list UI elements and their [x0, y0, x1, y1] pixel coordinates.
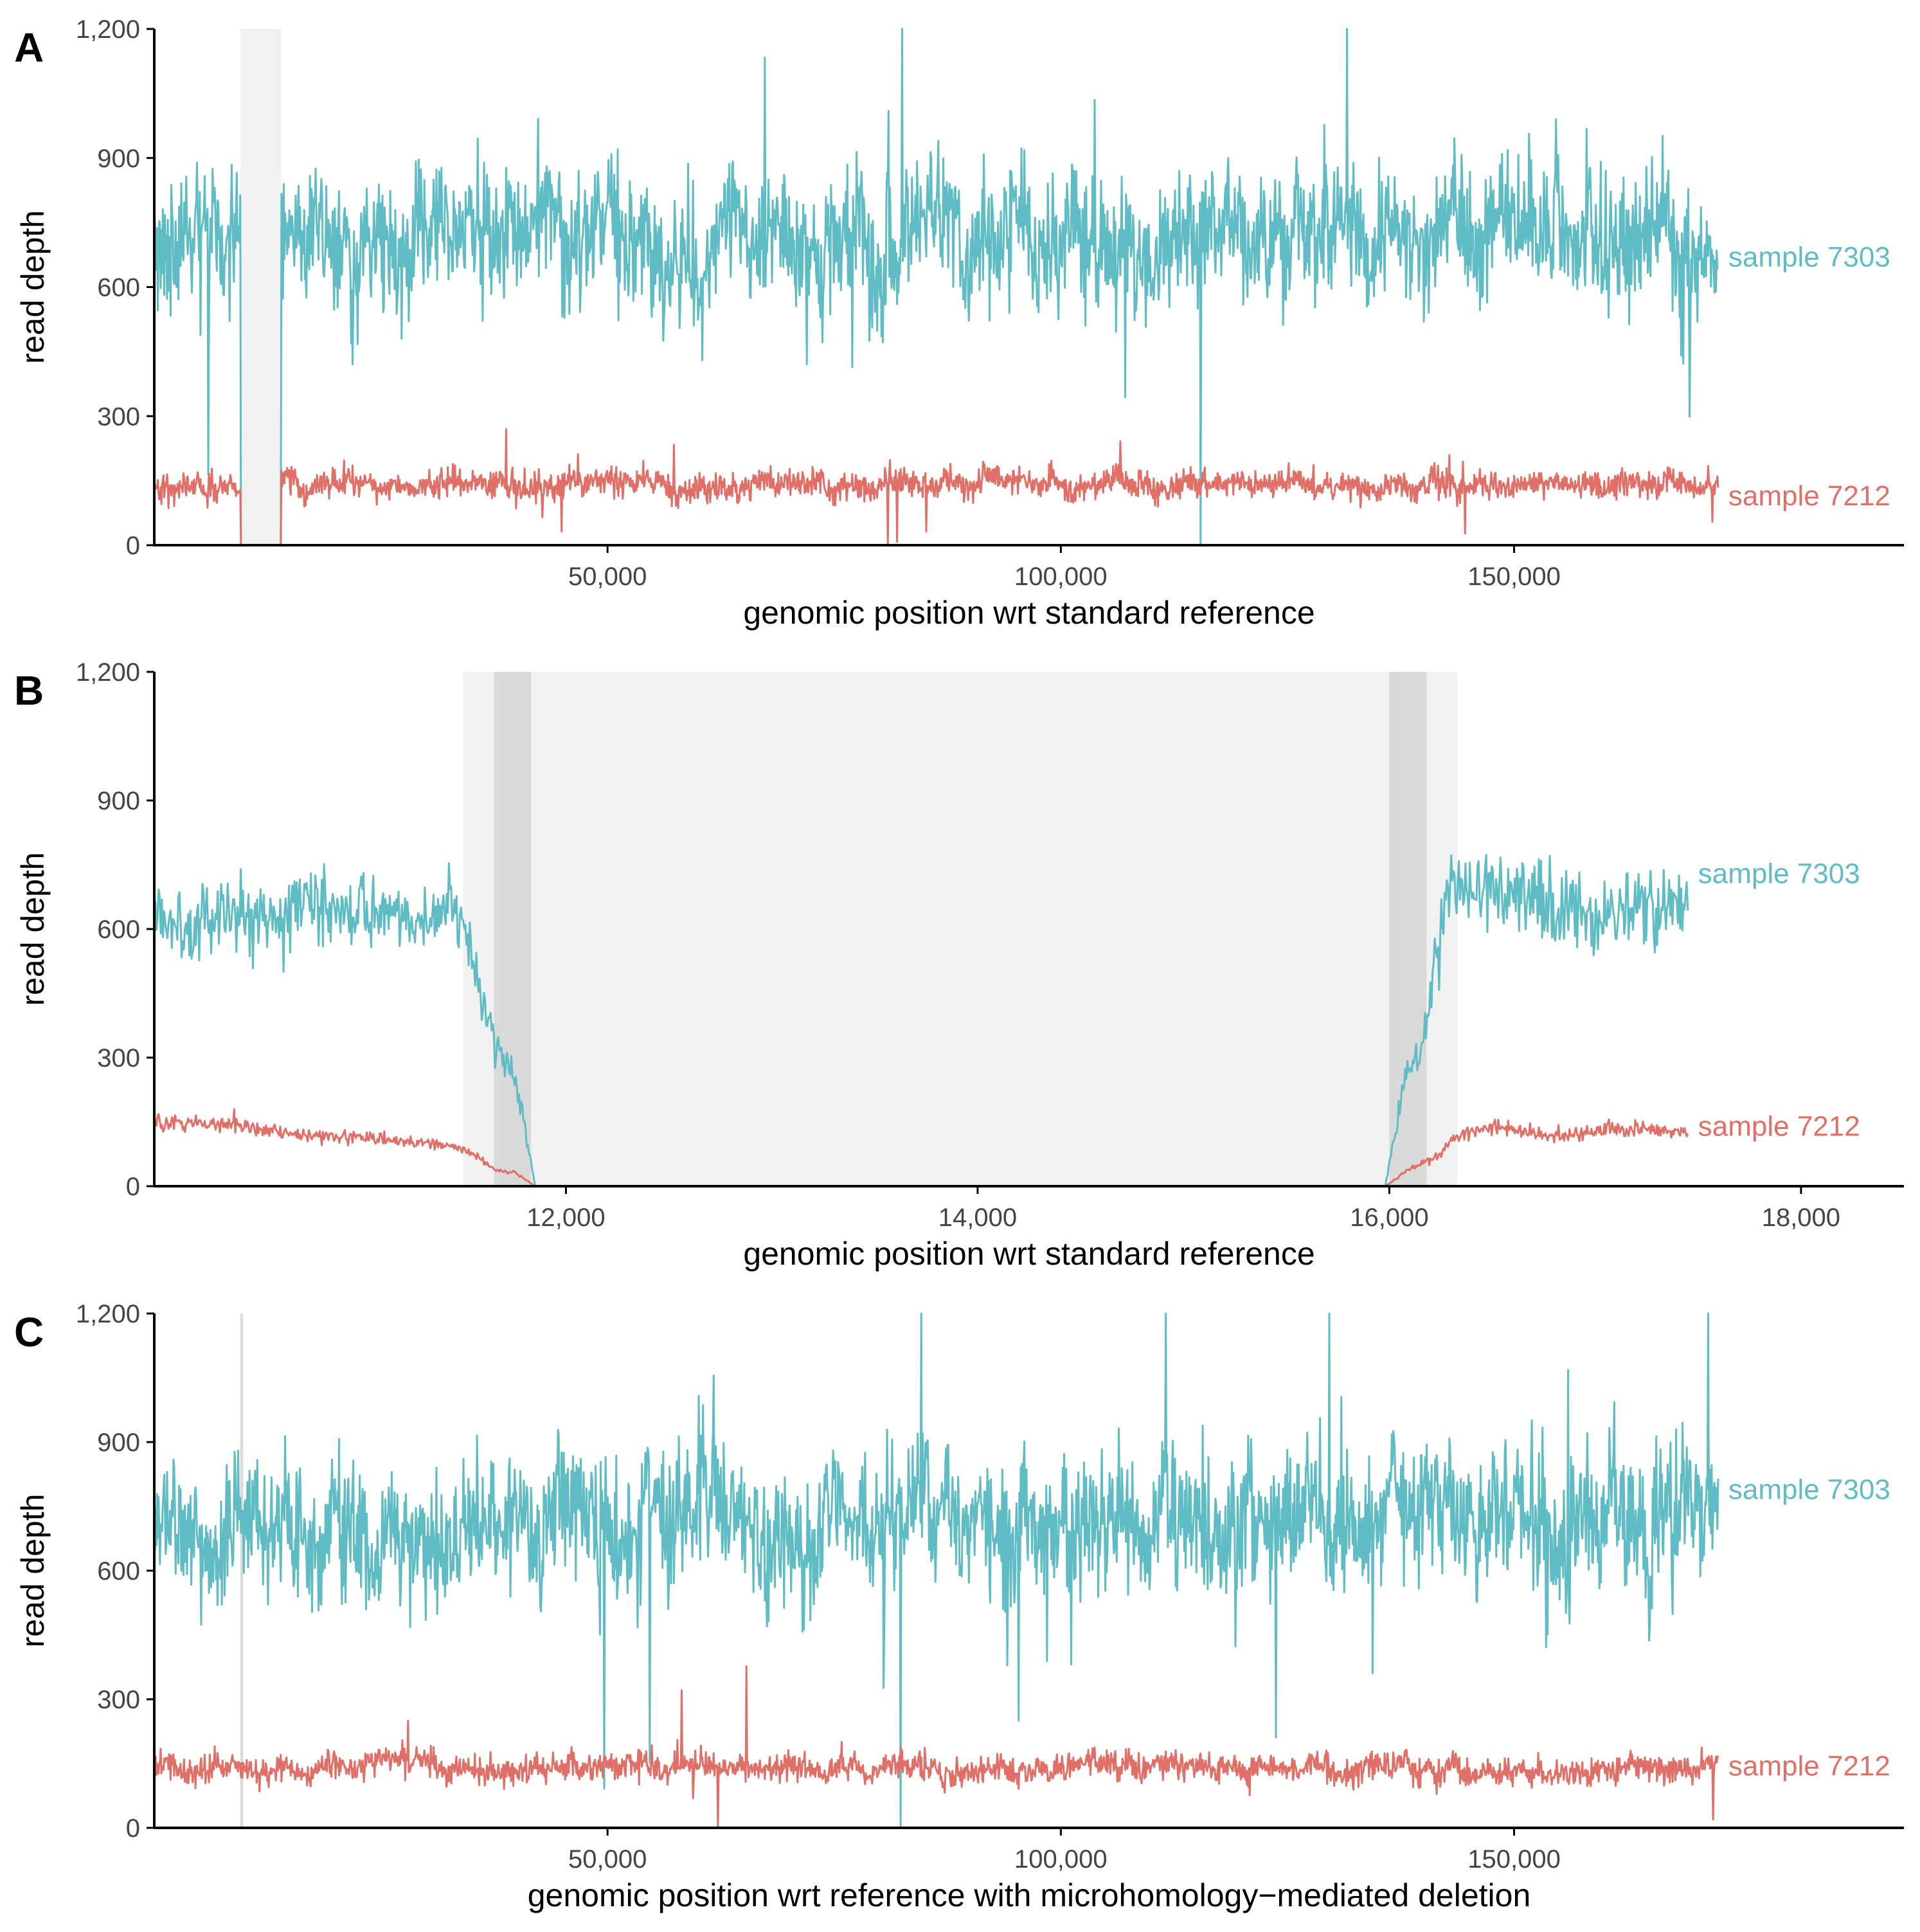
shaded-region-1 [240, 1314, 244, 1828]
series-label: sample 7212 [1728, 480, 1890, 512]
shaded-region-2 [494, 672, 532, 1186]
y-tick-label: 900 [97, 787, 140, 815]
series-line-sample-7212 [153, 428, 1719, 546]
x-tick-label: 18,000 [1762, 1204, 1840, 1232]
series-label: sample 7303 [1698, 858, 1860, 889]
panel-a: sample 7303 sample 7212 0 300 600 900 1,200 50,… [14, 15, 1904, 631]
y-tick-label: 900 [97, 145, 140, 173]
x-axis-title: genomic position wrt reference with micr… [528, 1877, 1531, 1913]
x-axis-title: genomic position wrt standard reference [743, 595, 1314, 631]
series-line-sample-7212 [153, 1665, 1719, 1828]
series-label: sample 7303 [1728, 1474, 1890, 1505]
y-tick-label: 600 [97, 274, 140, 302]
y-tick-label: 300 [97, 1686, 140, 1714]
panel-label: C [14, 1309, 44, 1355]
x-tick-label: 50,000 [568, 1845, 647, 1873]
x-axis-title: genomic position wrt standard reference [743, 1236, 1314, 1272]
shaded-region-1 [240, 29, 282, 545]
series-label: sample 7212 [1728, 1750, 1890, 1782]
panel-label: B [14, 667, 44, 714]
y-tick-label: 300 [97, 1044, 140, 1072]
series-label: sample 7303 [1728, 242, 1890, 273]
x-tick-label: 150,000 [1467, 1845, 1561, 1873]
y-tick-label: 900 [97, 1429, 140, 1457]
panel-b: sample 7303 sample 7212 0 300 600 900 1,200 12,… [14, 658, 1904, 1272]
panel-c: sample 7303 sample 7212 0 300 600 900 1,200 50,… [14, 1300, 1904, 1913]
series-line-sample-7303 [153, 1312, 1719, 1829]
x-tick-label: 14,000 [938, 1204, 1017, 1232]
x-tick-label: 150,000 [1467, 563, 1561, 591]
series-line-sample-7303 [153, 28, 1719, 546]
y-tick-label: 0 [126, 1814, 140, 1843]
y-tick-label: 1,200 [76, 1300, 140, 1328]
shaded-region-3 [1389, 672, 1427, 1186]
y-tick-label: 600 [97, 916, 140, 944]
y-axis-title: read depth [15, 852, 51, 1006]
x-tick-label: 12,000 [526, 1204, 605, 1232]
x-tick-label: 50,000 [568, 563, 647, 591]
y-tick-label: 1,200 [76, 15, 140, 44]
x-tick-label: 16,000 [1350, 1204, 1428, 1232]
panel-label: A [14, 24, 44, 71]
y-tick-label: 1,200 [76, 658, 140, 687]
y-tick-label: 300 [97, 402, 140, 431]
y-axis-title: read depth [15, 210, 51, 364]
x-tick-label: 100,000 [1014, 563, 1108, 591]
y-tick-label: 0 [126, 1173, 140, 1201]
y-axis-title: read depth [15, 1494, 51, 1647]
y-tick-label: 600 [97, 1557, 140, 1585]
series-label: sample 7212 [1698, 1111, 1860, 1142]
x-tick-label: 100,000 [1014, 1845, 1108, 1873]
shaded-region-1 [463, 672, 1458, 1186]
y-tick-label: 0 [126, 532, 140, 560]
